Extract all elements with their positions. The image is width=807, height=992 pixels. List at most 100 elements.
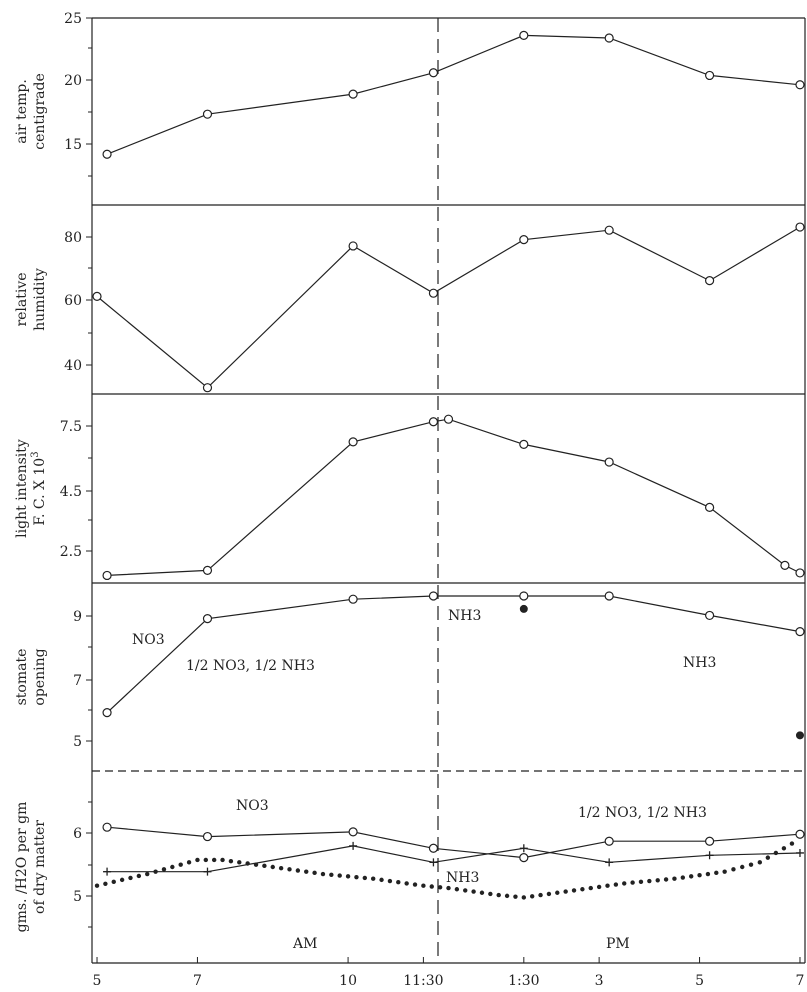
dotted-series-point	[112, 880, 116, 884]
period-label-am: AM	[292, 936, 317, 952]
y-axis-label-superscript: 3	[30, 451, 41, 457]
y-tick-label: 5	[73, 889, 82, 905]
circle-marker	[520, 854, 528, 862]
panel-dividers	[92, 18, 805, 963]
circle-marker	[520, 236, 528, 244]
cross-marker	[203, 868, 211, 876]
legend-label-nh3: NH3	[446, 870, 479, 886]
circle-marker	[520, 440, 528, 448]
circle-marker	[605, 592, 613, 600]
dotted-series-point	[137, 874, 141, 878]
circle-marker	[605, 837, 613, 845]
dotted-series-point	[522, 895, 526, 899]
circle-marker	[706, 611, 714, 619]
dotted-series-point	[321, 872, 325, 876]
dotted-series-point	[538, 893, 542, 897]
y-axis-label-line: F. C. X 103	[30, 451, 48, 525]
y-axis-label-line: opening	[32, 648, 48, 705]
y-tick-label: 9	[73, 609, 82, 625]
annotation-stomate-no3: NO3	[132, 632, 165, 648]
y-tick-label: 60	[64, 293, 82, 309]
dotted-series-point	[229, 859, 233, 863]
circle-marker	[93, 292, 101, 300]
text-layer: 252015air temp. centigrade806040relative h…	[14, 11, 804, 989]
series-line-2-0	[107, 419, 800, 575]
dotted-series-point	[497, 893, 501, 897]
y-axis-label-line: gms. /H2O per gm	[14, 802, 30, 933]
dotted-series-point	[279, 866, 283, 870]
dotted-series-point	[790, 841, 794, 845]
dotted-series-point	[689, 874, 693, 878]
circle-marker	[349, 242, 357, 250]
dotted-series-point	[237, 860, 241, 864]
x-tick-label: 11:30	[403, 973, 443, 989]
y-axis-label-line: relative	[14, 272, 30, 326]
x-tick-label: 5	[93, 973, 102, 989]
dotted-series-point	[580, 887, 584, 891]
dotted-series-point	[722, 869, 726, 873]
cross-marker	[796, 849, 804, 857]
x-tick-label: 7	[796, 973, 805, 989]
dotted-series-point	[312, 871, 316, 875]
filled-dot-marker	[796, 731, 804, 739]
dotted-series-point	[706, 872, 710, 876]
dotted-series-point	[605, 884, 609, 888]
dotted-series-point	[740, 865, 744, 869]
circle-marker	[429, 69, 437, 77]
dotted-series-point	[597, 885, 601, 889]
dotted-series-point	[145, 872, 149, 876]
dotted-series-point	[254, 862, 258, 866]
y-axis-label-0: air temp. centigrade	[14, 73, 48, 150]
dotted-series-point	[287, 867, 291, 871]
dotted-series-point	[296, 868, 300, 872]
filled-dot-marker	[520, 605, 528, 613]
dotted-series-point	[505, 894, 509, 898]
y-tick-label: 25	[64, 11, 82, 27]
dotted-series-point	[404, 881, 408, 885]
x-tick-label: 10	[339, 973, 357, 989]
dotted-series-point	[731, 867, 735, 871]
circle-marker	[706, 837, 714, 845]
y-tick-label: 4.5	[60, 484, 82, 500]
circle-marker	[203, 833, 211, 841]
dotted-series-point	[103, 882, 107, 886]
dotted-series-point	[614, 882, 618, 886]
dotted-series-point	[622, 881, 626, 885]
dotted-series-point	[555, 891, 559, 895]
circle-marker	[103, 709, 111, 717]
y-tick-label: 6	[73, 826, 82, 842]
dotted-series-point	[346, 874, 350, 878]
circle-marker	[706, 503, 714, 511]
dotted-series-point	[245, 861, 249, 865]
dotted-series-point	[630, 880, 634, 884]
dotted-series-point	[179, 862, 183, 866]
dotted-series-point	[446, 886, 450, 890]
dotted-series-point	[547, 892, 551, 896]
cross-marker	[429, 858, 437, 866]
dotted-series-point	[329, 873, 333, 877]
circle-marker	[796, 628, 804, 636]
dotted-series-point	[396, 880, 400, 884]
circle-marker	[349, 595, 357, 603]
y-axis-label-line: of dry matter	[32, 820, 48, 914]
dotted-series-point	[170, 865, 174, 869]
dotted-series-point	[749, 862, 753, 866]
dotted-series-point	[304, 869, 308, 873]
y-tick-label: 40	[64, 358, 82, 374]
dotted-series-point	[187, 860, 191, 864]
circle-marker	[796, 81, 804, 89]
circle-marker	[429, 592, 437, 600]
circle-marker	[605, 34, 613, 42]
legend-label-half-mix: 1/2 NO3, 1/2 NH3	[578, 805, 707, 821]
dotted-series-point	[647, 879, 651, 883]
cross-marker	[103, 868, 111, 876]
legend-label-no3: NO3	[236, 798, 269, 814]
cross-marker	[605, 858, 613, 866]
circle-marker	[520, 31, 528, 39]
y-axis-label-line: light intensity	[14, 439, 30, 538]
dotted-series-point	[664, 877, 668, 881]
dotted-series-point	[672, 877, 676, 881]
circle-marker	[203, 384, 211, 392]
dotted-series-point	[120, 878, 124, 882]
dotted-series-point	[220, 858, 224, 862]
